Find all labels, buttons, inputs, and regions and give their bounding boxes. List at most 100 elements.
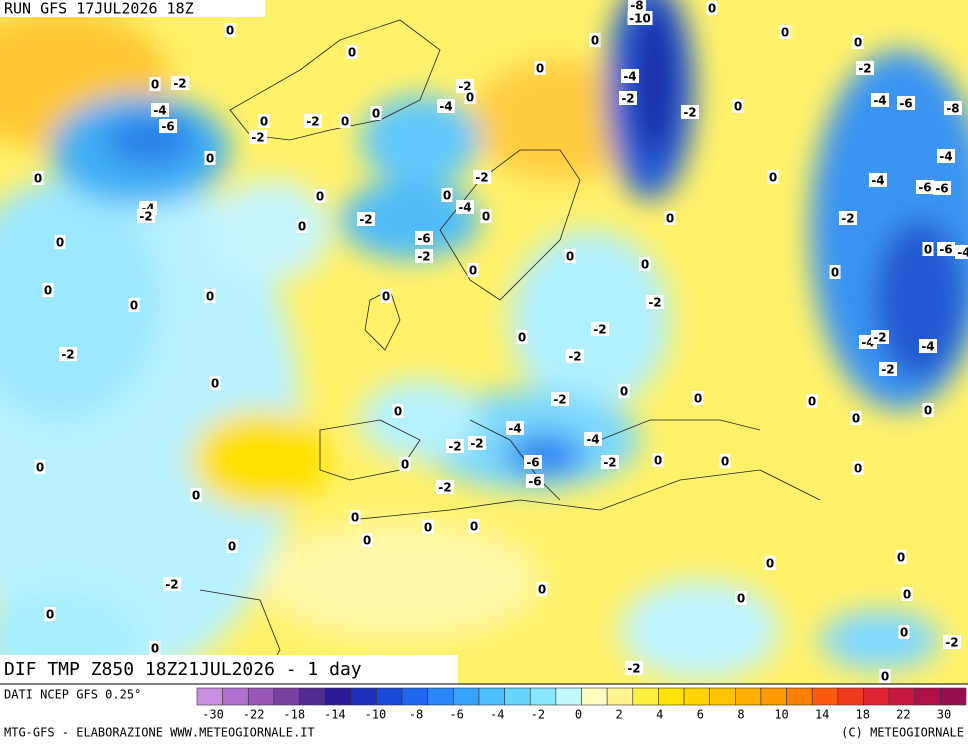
contour-label-bg: [856, 61, 874, 75]
colorbar-swatch: [760, 687, 787, 706]
contour-label: -2: [475, 171, 488, 185]
colorbar-tick-label: 18: [856, 708, 870, 722]
contour-label-bg: [901, 587, 913, 601]
contour-label: 0: [363, 534, 371, 548]
map-title: DIF TMP Z850 18Z21JUL2026 - 1 day: [4, 659, 362, 680]
colorbar-swatch: [299, 687, 326, 706]
contour-label: -2: [306, 115, 319, 129]
contour-label-bg: [346, 45, 358, 59]
contour-label-bg: [468, 436, 486, 450]
contour-label-bg: [370, 106, 382, 120]
contour-label-bg: [224, 23, 236, 37]
contour-label-bg: [627, 11, 653, 25]
contour-label: 0: [900, 626, 908, 640]
contour-label-bg: [879, 669, 891, 683]
colorbar-swatch: [683, 687, 710, 706]
contour-label: -2: [438, 481, 451, 495]
contour-label-bg: [314, 189, 326, 203]
contour-label-bg: [652, 453, 664, 467]
contour-label: 0: [316, 190, 324, 204]
colorbar-tick-label: -30: [202, 708, 224, 722]
contour-label-bg: [646, 295, 664, 309]
contour-label: 0: [831, 266, 839, 280]
contour-label-bg: [415, 249, 433, 263]
contour-label-bg: [681, 105, 699, 119]
contour-label-bg: [564, 249, 576, 263]
contour-label-bg: [839, 211, 857, 225]
contour-label-bg: [767, 170, 779, 184]
contour-label-bg: [392, 404, 404, 418]
contour-label: 0: [443, 189, 451, 203]
contour-label: 0: [620, 385, 628, 399]
contour-label: -2: [627, 662, 640, 676]
contour-label: -2: [568, 350, 581, 364]
contour-label-bg: [895, 550, 907, 564]
contour-label: -8: [946, 102, 959, 116]
contour-label: 0: [44, 284, 52, 298]
contour-label-bg: [566, 349, 584, 363]
contour-label: -6: [935, 182, 948, 196]
contour-label-bg: [151, 103, 169, 117]
contour-label: -6: [161, 120, 174, 134]
colorbar-swatch: [863, 687, 890, 706]
contour-label-bg: [943, 635, 961, 649]
run-label: RUN GFS 17JUL2026 18Z: [4, 0, 194, 18]
contour-label: 0: [518, 331, 526, 345]
contour-label-bg: [304, 114, 322, 128]
colorbar-tick-label: -8: [409, 708, 423, 722]
contour-label: 0: [482, 210, 490, 224]
contour-label-bg: [249, 130, 267, 144]
contour-label: -6: [417, 232, 430, 246]
contour-label-bg: [955, 245, 968, 259]
colorbar-tick-label: 2: [615, 708, 622, 722]
contour-label-bg: [128, 298, 140, 312]
contour-label: 0: [641, 258, 649, 272]
colorbar-tick-label: 10: [774, 708, 788, 722]
contour-label-bg: [692, 391, 704, 405]
contour-label: -2: [621, 92, 634, 106]
contour-label-bg: [829, 265, 841, 279]
colorbar-swatch: [247, 687, 275, 706]
colorbar-swatch: [709, 687, 736, 706]
contour-label: -4: [586, 433, 599, 447]
contour-label: 0: [46, 608, 54, 622]
colorbar-swatch: [478, 687, 505, 706]
contour-label-bg: [584, 432, 602, 446]
contour-label: 0: [769, 171, 777, 185]
contour-label: -2: [139, 210, 152, 224]
contour-label: -4: [939, 150, 952, 164]
contour-label-bg: [446, 439, 464, 453]
contour-label: 0: [654, 454, 662, 468]
contour-label: 0: [734, 100, 742, 114]
contour-label-bg: [467, 263, 479, 277]
colorbar-tick-label: 8: [737, 708, 744, 722]
contour-label-bg: [852, 461, 864, 475]
colorbar-swatch: [734, 687, 762, 706]
contour-label-bg: [149, 641, 161, 655]
contour-label: -10: [629, 12, 651, 26]
contour-label: 0: [226, 24, 234, 38]
contour-label-bg: [879, 362, 897, 376]
contour-label-bg: [526, 474, 544, 488]
colorbar-swatch: [504, 687, 531, 706]
contour-label-bg: [871, 93, 889, 107]
colorbar-swatch: [453, 687, 480, 706]
contour-label: -6: [939, 243, 952, 257]
contour-label-bg: [706, 1, 718, 15]
contour-label: 0: [298, 220, 306, 234]
contour-label-bg: [380, 289, 392, 303]
contour-label-bg: [869, 173, 887, 187]
colorbar-swatch: [606, 687, 634, 706]
contour-label: -2: [593, 323, 606, 337]
contour-label: 0: [34, 172, 42, 186]
contour-label: -2: [173, 77, 186, 91]
colorbar-tick-label: -18: [283, 708, 305, 722]
contour-label-bg: [209, 376, 221, 390]
contour-label-bg: [204, 151, 216, 165]
colorbar-swatch: [273, 687, 300, 706]
contour-label-bg: [226, 539, 238, 553]
contour-label: 0: [341, 115, 349, 129]
contour-label-bg: [44, 607, 56, 621]
contour-label: -4: [921, 340, 934, 354]
colorbar-swatch: [811, 687, 839, 706]
